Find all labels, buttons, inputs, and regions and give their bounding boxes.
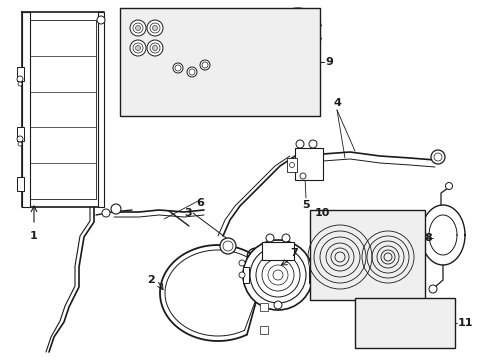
Circle shape [135,26,140,31]
Circle shape [295,140,304,148]
Bar [98,12,104,207]
Circle shape [18,142,22,146]
Bar [17,127,24,141]
Circle shape [130,40,146,56]
Bar [262,242,293,260]
Bar [243,267,248,283]
Bar [286,158,296,172]
Circle shape [308,140,316,148]
Circle shape [97,16,105,24]
Circle shape [220,238,236,254]
Bar [120,8,319,116]
Circle shape [200,60,209,70]
Circle shape [130,20,146,36]
Text: 4: 4 [332,98,340,108]
Circle shape [175,65,181,71]
Circle shape [428,285,436,293]
Circle shape [133,43,142,53]
Circle shape [430,150,444,164]
Bar [260,303,268,311]
Circle shape [433,153,441,161]
Circle shape [273,301,282,309]
Text: 1: 1 [30,231,38,241]
Circle shape [102,209,110,217]
Text: 2: 2 [147,275,155,285]
Text: 10: 10 [314,208,330,218]
Circle shape [17,136,23,142]
Circle shape [152,45,157,50]
Circle shape [189,69,195,75]
Circle shape [147,20,163,36]
Circle shape [186,67,197,77]
Circle shape [202,62,207,68]
Circle shape [17,76,23,82]
Text: 5: 5 [302,200,309,210]
Circle shape [152,26,157,31]
Circle shape [18,82,22,86]
Bar [17,177,24,191]
Bar [309,210,424,300]
Text: 8: 8 [424,233,431,243]
Circle shape [133,23,142,33]
Text: 3: 3 [184,208,192,218]
Text: 6: 6 [196,198,203,208]
Circle shape [445,183,451,189]
Circle shape [299,173,305,179]
Circle shape [243,240,312,310]
Circle shape [150,43,160,53]
Circle shape [239,272,244,278]
Circle shape [173,63,183,73]
Circle shape [265,234,273,242]
Text: 7: 7 [289,248,297,258]
Bar [294,148,323,180]
Circle shape [135,45,140,50]
Bar [17,67,24,81]
Circle shape [147,40,163,56]
Bar [308,267,314,283]
Bar [354,298,454,348]
Circle shape [111,204,121,214]
Circle shape [310,260,316,266]
Circle shape [310,272,316,278]
Text: 9: 9 [325,57,332,67]
Bar [260,325,268,334]
Circle shape [282,234,289,242]
Text: 11: 11 [457,318,472,328]
Circle shape [289,162,294,167]
Circle shape [239,260,244,266]
Circle shape [150,23,160,33]
Circle shape [223,241,232,251]
Bar [22,12,30,207]
